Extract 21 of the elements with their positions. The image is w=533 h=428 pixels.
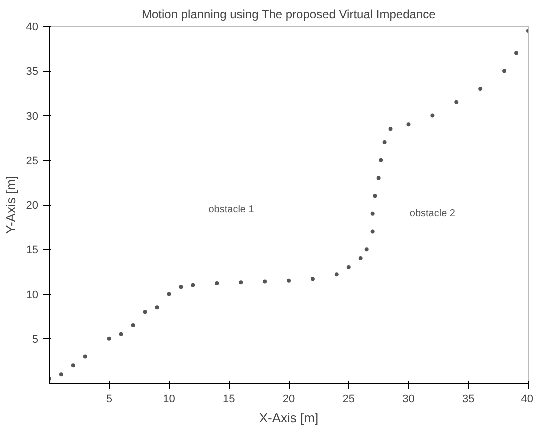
y-tick-label: 20	[26, 200, 39, 212]
annotation: obstacle 2	[410, 208, 456, 220]
y-tick-label: 35	[26, 66, 39, 78]
y-axis-title: Y-Axis [m]	[3, 176, 18, 234]
y-tick-label: 5	[32, 334, 39, 346]
x-tick-label: 25	[342, 394, 356, 406]
y-tick-label: 15	[26, 244, 39, 257]
x-tick-label: 10	[163, 394, 176, 406]
x-tick-label: 40	[521, 394, 533, 406]
x-tick-label: 20	[282, 394, 296, 406]
x-tick-label: 30	[402, 394, 415, 406]
y-tick-label: 30	[26, 110, 39, 123]
y-tick-label: 25	[26, 155, 39, 168]
x-tick-label: 35	[462, 394, 475, 406]
x-tick-label: 5	[106, 394, 112, 406]
chart-title: Motion planning using The proposed Virtual Impedance	[142, 8, 436, 22]
y-tick-label: 10	[26, 289, 39, 302]
x-tick-label: 15	[223, 394, 236, 406]
x-axis-title: X-Axis [m]	[259, 410, 319, 426]
y-tick-label: 40	[26, 22, 39, 34]
annotation: obstacle 1	[208, 204, 255, 216]
